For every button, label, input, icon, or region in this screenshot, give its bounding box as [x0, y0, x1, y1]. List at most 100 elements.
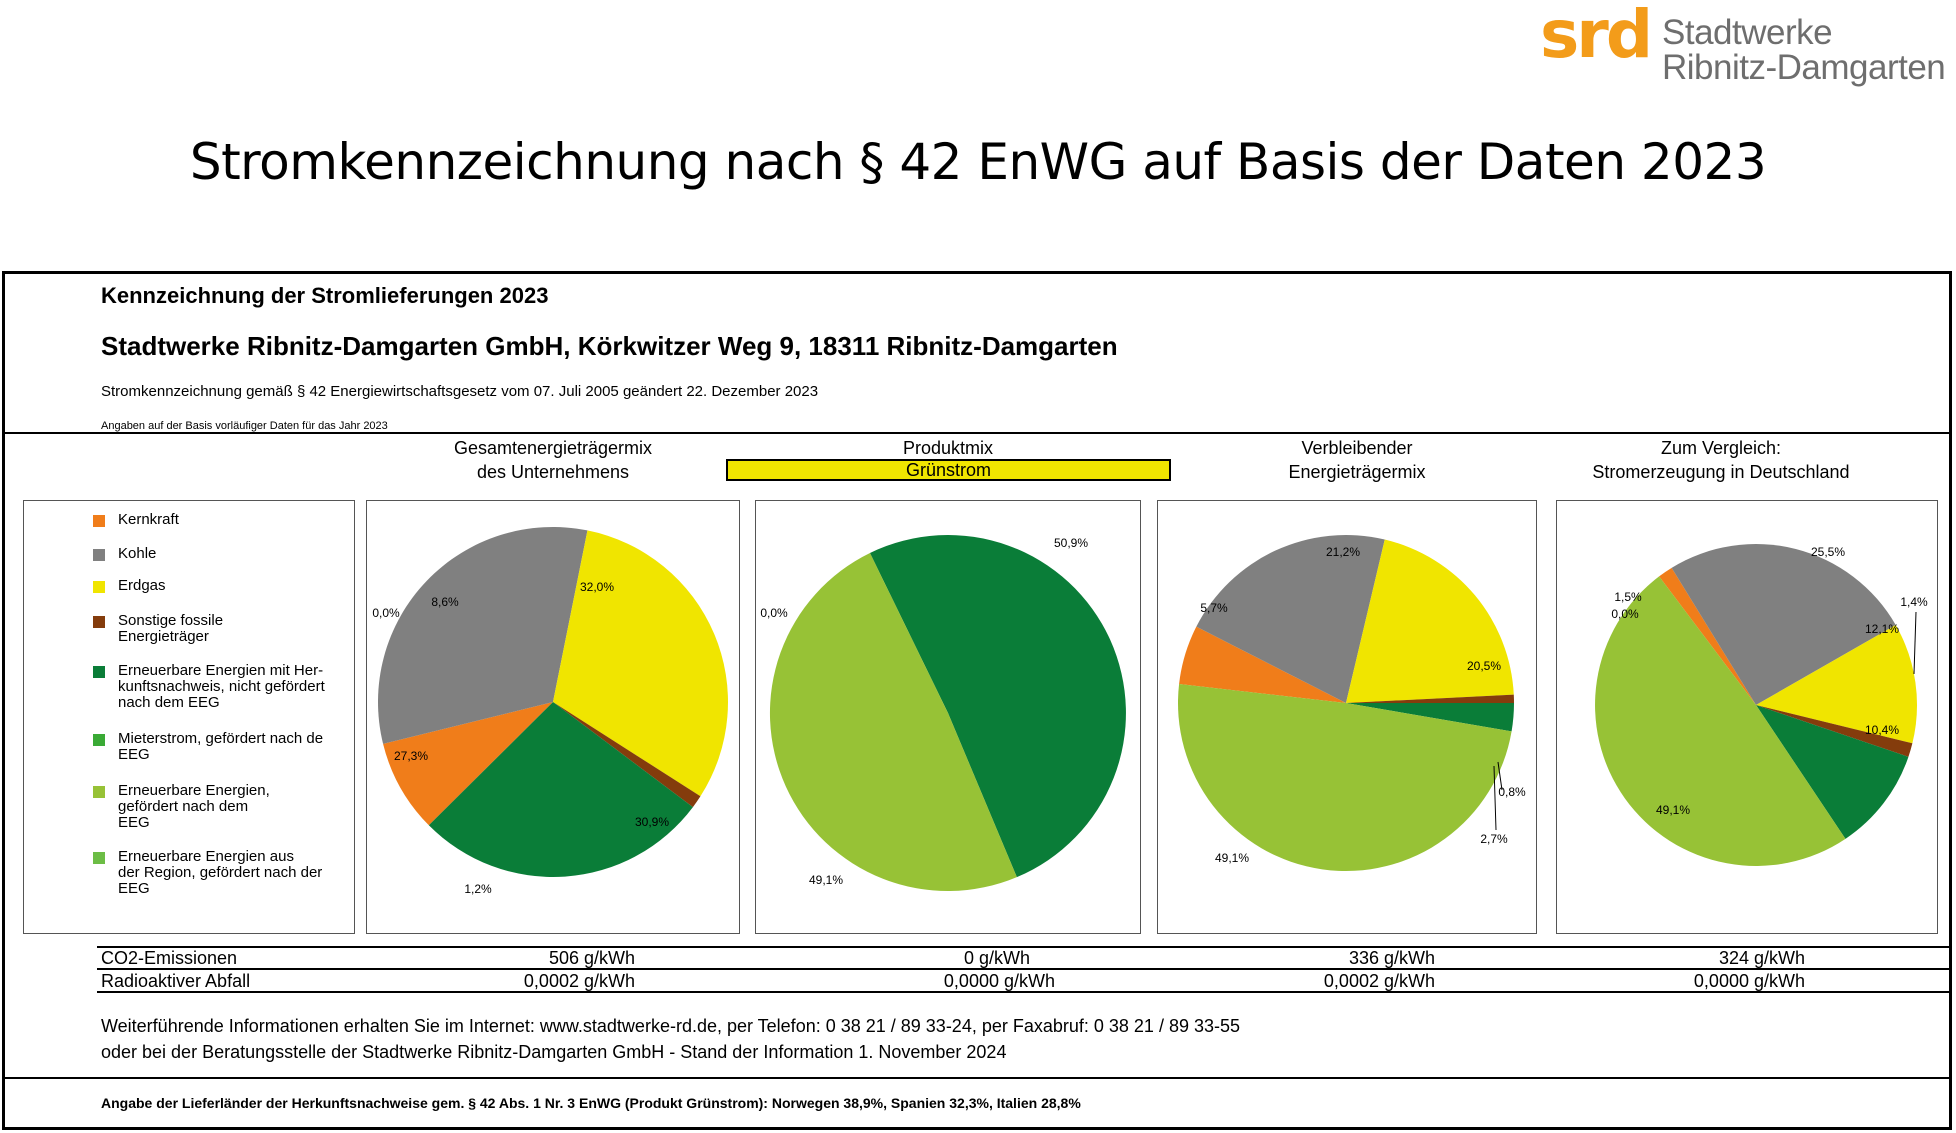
- pie-data-label: 49,1%: [809, 873, 843, 887]
- pie-data-label: 12,1%: [1865, 622, 1899, 636]
- pie-data-label: 1,2%: [464, 882, 492, 896]
- pie-data-label: 49,1%: [1656, 803, 1690, 817]
- pie-slice: [383, 702, 553, 826]
- radioactive-waste-label: Radioaktiver Abfall: [101, 971, 251, 991]
- column-title-line: Zum Vergleich:: [1660, 438, 1782, 458]
- column-title-line: Stromerzeugung in Deutschland: [1592, 462, 1850, 482]
- legend-label-line: Erneuerbare Energien aus: [118, 848, 294, 865]
- legend-swatch: [93, 734, 105, 746]
- column-title-germany: Zum Vergleich: Stromerzeugung in Deutsch…: [1556, 436, 1886, 484]
- pie-data-label: 0,0%: [1611, 607, 1639, 621]
- legend-label: Kohle: [118, 546, 383, 562]
- pie-data-label: 30,9%: [635, 815, 669, 829]
- waste-value-germany: 0,0000 g/kWh: [1693, 971, 1805, 991]
- pie-data-label: 21,2%: [1326, 545, 1360, 559]
- legend-swatch: [93, 666, 105, 678]
- pie-data-label: 32,0%: [580, 580, 614, 594]
- pie-slice: [1595, 576, 1846, 866]
- pie-data-label: 49,1%: [1215, 851, 1249, 865]
- legend-label-line: gefördert nach dem: [118, 798, 249, 815]
- legend-swatch: [93, 581, 105, 593]
- label-leader-line: [1913, 611, 1917, 675]
- legend-label: Sonstige fossile Energieträger: [118, 613, 383, 645]
- pie-data-label: 10,4%: [1865, 723, 1899, 737]
- pie-slice: [869, 535, 1126, 878]
- pie-slice: [378, 527, 588, 744]
- company-logo-mark: srd: [1540, 0, 1653, 73]
- label-leader-line: [1493, 765, 1497, 831]
- row-divider-top: [97, 946, 1950, 948]
- row-divider-middle: [97, 968, 1950, 970]
- legend-swatch: [93, 549, 105, 561]
- pie-slice: [553, 530, 728, 797]
- pie-data-label: 1,4%: [1900, 595, 1928, 609]
- legend-label-line: Sonstige fossile: [118, 612, 224, 629]
- pie-slice: [428, 702, 693, 877]
- column-title-line: des Unternehmens: [476, 462, 630, 482]
- column-title-company-mix: Gesamtenergieträgermix des Unternehmens: [366, 436, 740, 484]
- legend-label-line: EEG: [118, 746, 150, 763]
- legend-label: Kernkraft: [118, 512, 383, 528]
- company-logo-line1: Stadtwerke: [1662, 13, 1833, 52]
- legend-label-line: kunftsnachweis, nicht gefördert: [118, 678, 325, 695]
- origin-countries-note: Angabe der Lieferländer der Herkunftsnac…: [101, 1095, 1081, 1111]
- legend-swatch: [93, 786, 105, 798]
- company-address: Stadtwerke Ribnitz-Damgarten GmbH, Körkw…: [101, 331, 1118, 361]
- co2-value-remaining: 336 g/kWh: [1348, 948, 1435, 968]
- waste-value-remaining: 0,0002 g/kWh: [1323, 971, 1435, 991]
- legend-label-line: EEG: [118, 814, 150, 831]
- pie-data-label: 27,3%: [394, 749, 428, 763]
- legend-label-line: Mieterstrom, gefördert nach de: [118, 730, 324, 747]
- pie-slice: [1671, 544, 1896, 705]
- co2-value-germany: 324 g/kWh: [1718, 948, 1805, 968]
- pie-data-label: 0,8%: [1498, 785, 1526, 799]
- pie-data-label: 0,0%: [760, 606, 788, 620]
- legend-label-line: Kohle: [118, 545, 157, 562]
- product-name-badge: Grünstrom: [726, 459, 1171, 481]
- label-leader-line: [1497, 761, 1503, 791]
- legend-label: Erneuerbare Energien, gefördert nach dem E…: [118, 783, 383, 831]
- column-title-line: Verbleibender: [1301, 438, 1413, 458]
- pie-data-label: 2,7%: [1480, 832, 1508, 846]
- footer-divider: [4, 1077, 1950, 1079]
- legend-label-line: EEG: [118, 880, 150, 897]
- pie-slice: [1756, 705, 1909, 839]
- pie-slice: [1756, 705, 1913, 757]
- pie-slice: [1346, 539, 1514, 703]
- pie-slice: [1756, 624, 1917, 744]
- co2-value-product: 0 g/kWh: [963, 948, 1030, 968]
- pie-slice: [1196, 534, 1385, 703]
- pie-data-label: 1,5%: [1614, 590, 1642, 604]
- pie-data-label: 20,5%: [1467, 659, 1501, 673]
- basis-note: Angaben auf der Basis vorläufiger Daten …: [101, 420, 388, 432]
- row-divider-bottom: [97, 991, 1950, 993]
- legend-label-line: nach dem EEG: [118, 694, 220, 711]
- pie-slice: [1659, 567, 1756, 705]
- legend-label-line: Erdgas: [118, 577, 166, 594]
- legend-swatch: [93, 852, 105, 864]
- pie-slice: [1179, 626, 1346, 703]
- column-title-line: Energieträgermix: [1288, 462, 1426, 482]
- legend-label-line: der Region, gefördert nach der: [118, 864, 323, 881]
- pie-data-label: 5,7%: [1200, 601, 1228, 615]
- co2-label: CO2-Emissionen: [101, 948, 238, 968]
- waste-value-product: 0,0000 g/kWh: [943, 971, 1055, 991]
- column-title-line: Gesamtenergieträgermix: [453, 438, 653, 458]
- info-text-line1: Weiterführende Informationen erhalten Si…: [101, 1016, 1241, 1036]
- legend-label-line: Erneuerbare Energien,: [118, 782, 270, 799]
- pie-slice: [1346, 694, 1515, 704]
- co2-value-company: 506 g/kWh: [548, 948, 635, 968]
- column-title-remaining-mix: Verbleibender Energieträgermix: [1157, 436, 1557, 484]
- page-title: Stromkennzeichnung nach § 42 EnWG auf Ba…: [189, 133, 1767, 191]
- legend-label-line: Kernkraft: [118, 511, 179, 528]
- pie-slice: [1346, 703, 1514, 732]
- column-title-product-mix: Produktmix: [755, 436, 1141, 460]
- legend-label: Mieterstrom, gefördert nach de EEG: [118, 731, 383, 763]
- legend-label: Erdgas: [118, 578, 383, 594]
- company-logo-line2: Ribnitz-Damgarten: [1662, 48, 1946, 87]
- legend-swatch: [93, 515, 105, 527]
- box-heading: Kennzeichnung der Stromlieferungen 2023: [101, 283, 549, 308]
- waste-value-company: 0,0002 g/kWh: [523, 971, 635, 991]
- pie-data-label: 8,6%: [431, 595, 459, 609]
